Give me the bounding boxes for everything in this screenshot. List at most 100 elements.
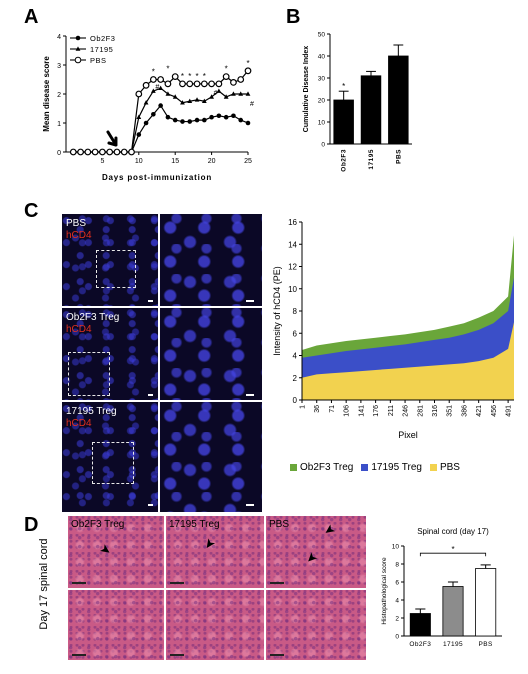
area-pbs (302, 322, 514, 400)
y-tick-label: 10 (392, 544, 400, 551)
y-axis-title: Intensity of hCD4 (PE) (272, 266, 282, 356)
data-point (135, 90, 143, 98)
zoom-region-box (92, 442, 134, 484)
y-tick-label: 2 (57, 92, 61, 99)
y-tick-label: 14 (288, 240, 297, 249)
data-point (230, 79, 237, 86)
arrow-icon: ➤ (96, 540, 115, 559)
data-point (209, 94, 214, 99)
legend-marker (75, 35, 81, 41)
y-tick-label: 6 (293, 329, 298, 338)
significance-mark: * (451, 545, 454, 554)
histology-17195-top: 17195 Treg ➤ (166, 516, 264, 588)
x-tick-label: 10 (135, 158, 143, 165)
bar (475, 568, 497, 637)
legend-item: PBS (429, 462, 460, 473)
data-point (237, 76, 245, 83)
significance-mark: * (166, 65, 169, 74)
data-point (69, 148, 77, 156)
data-point (202, 117, 207, 123)
y-tick-label: 4 (57, 34, 61, 41)
y-tick-label: 8 (395, 562, 399, 569)
x-tick-label: 1 (300, 405, 307, 409)
x-tick-label: 246 (403, 405, 410, 417)
significance-mark: * (181, 72, 184, 81)
x-axis-title: Pixel (398, 430, 418, 440)
x-tick-label: 106 (344, 405, 351, 417)
micrograph-marker-ob2f3: hCD4 (66, 324, 92, 335)
data-point (143, 120, 149, 126)
data-point (216, 88, 222, 93)
scale-bar (246, 300, 254, 302)
x-tick-label: 281 (417, 405, 424, 417)
data-point (223, 114, 229, 120)
chart-title: Spinal cord (day 17) (417, 527, 489, 536)
legend-label: Ob2F3 (90, 34, 115, 43)
x-tick-label: 176 (373, 405, 380, 417)
y-tick-label: 8 (293, 307, 298, 316)
scale-bar (148, 504, 153, 506)
significance-mark: * (225, 65, 228, 74)
chart-d: Spinal cord (day 17) 0 2 4 6 8 10 Histopatholog… (381, 527, 502, 648)
y-tick-label: 0 (293, 396, 298, 405)
data-point (194, 97, 200, 102)
scale-bar (170, 582, 184, 584)
histology-label-17195: 17195 Treg (169, 519, 220, 530)
bar (409, 613, 431, 637)
legend-marker (75, 46, 81, 51)
x-tick-label: PBS (479, 641, 493, 648)
data-point (142, 81, 150, 89)
data-point (222, 73, 230, 80)
scale-bar (270, 654, 284, 656)
data-point (187, 119, 193, 124)
x-tick-label: 421 (476, 405, 483, 417)
panel-label-c: C (24, 200, 39, 222)
data-point (151, 112, 156, 117)
x-tick-label: Ob2F3 (409, 641, 431, 648)
data-point (143, 100, 149, 105)
bar (360, 75, 382, 145)
chart-a: 0 1 2 3 4 5 10 15 20 25 Days post-immunization Mean… (42, 34, 254, 182)
data-point (149, 76, 157, 83)
data-point (231, 91, 236, 96)
significance-mark: * (246, 59, 249, 68)
legend-swatch-green (290, 464, 297, 471)
arrow-icon: ➤ (200, 535, 220, 554)
y-axis-title: Cumulative Disease Index (303, 46, 310, 132)
histology-ob2f3-top: Ob2F3 Treg ➤ (68, 516, 164, 588)
x-tick-label: 17195 (368, 149, 375, 170)
panel-label-b: B (286, 6, 301, 28)
data-point (165, 91, 171, 96)
data-point (120, 148, 128, 156)
series-line (73, 104, 249, 153)
y-tick-label: 10 (318, 120, 326, 127)
scale-bar (270, 582, 284, 584)
data-point (158, 103, 163, 108)
x-tick-label: 351 (447, 405, 454, 417)
significance-mark: * (195, 72, 198, 81)
data-point (165, 114, 171, 120)
y-tick-label: 1 (57, 121, 61, 128)
arrow-icon: ➤ (320, 521, 339, 540)
x-tick-label: 386 (461, 405, 468, 417)
data-point (238, 91, 244, 96)
x-tick-label: 141 (358, 405, 365, 417)
data-point (164, 80, 172, 88)
y-tick-label: 2 (395, 616, 399, 623)
data-point (208, 80, 216, 88)
y-tick-label: 0 (57, 150, 61, 157)
x-tick-label: 20 (208, 158, 216, 165)
x-tick-label: 5 (100, 158, 104, 165)
legend-swatch-blue (361, 464, 369, 471)
series-line (73, 87, 248, 153)
legend-marker (74, 56, 82, 64)
scale-bar (246, 504, 254, 506)
micrograph-label-pbs: PBS (66, 218, 87, 229)
data-point (91, 148, 99, 156)
data-point (84, 148, 92, 156)
y-axis-title: Histopathological score (381, 557, 388, 625)
x-tick-label: 316 (432, 405, 439, 417)
arrow-icon: ➤ (302, 549, 321, 568)
y-tick-label: 50 (318, 32, 326, 39)
